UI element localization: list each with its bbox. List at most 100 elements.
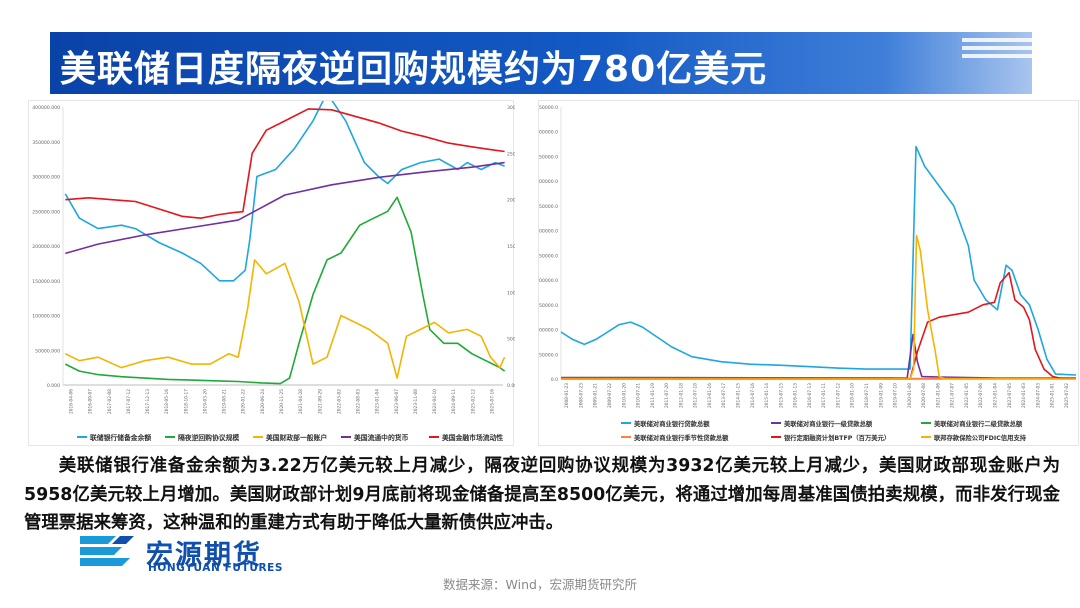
x-tick-label: 2016-09-07 [88, 389, 94, 414]
x-tick-label: 2023-11-08 [413, 389, 419, 414]
x-tick-label: 2017-01-11 [821, 383, 827, 408]
legend-label: 联储银行储备金余额 [90, 433, 151, 442]
x-tick-label: 2017-07-12 [126, 389, 132, 414]
legend-label: 美联储对商业银行二级贷款总额 [934, 419, 1023, 428]
series-line-0 [560, 145, 1077, 376]
x-tick-label: 2020-01-08 [907, 383, 913, 408]
x-tick-label: 2023-07-05 [1007, 383, 1013, 408]
y-right-tick-label: 1500000.000 [507, 244, 515, 250]
x-tick-label: 2021-07-07 [950, 383, 956, 408]
y-left-tick-label: 300000.0 [539, 229, 558, 235]
banner-stripe [962, 54, 1032, 58]
y-left-tick-label: 0.000 [47, 383, 60, 389]
x-tick-label: 2021-09-29 [317, 389, 323, 414]
source-note: 数据来源：Wind，宏源期货研究所 [443, 577, 637, 592]
series-line-1 [64, 196, 506, 385]
x-tick-label: 2022-08-03 [356, 389, 362, 414]
logo-text-en: HONGYUAN FUTURES [148, 562, 284, 574]
x-tick-label: 2024-04-10 [432, 389, 438, 414]
x-tick-label: 2024-01-03 [1021, 383, 1027, 408]
x-tick-label: 2023-01-04 [992, 383, 998, 408]
x-tick-label: 2021-01-06 [935, 383, 941, 408]
x-tick-label: 2008-01-23 [564, 383, 570, 408]
x-tick-label: 2015-07-15 [778, 383, 784, 408]
x-tick-label: 2018-05-16 [164, 389, 170, 414]
x-tick-label: 2017-02-08 [107, 389, 113, 414]
x-tick-label: 2023-01-04 [375, 389, 381, 414]
x-tick-label: 2009-07-22 [607, 383, 613, 408]
page-title: 美联储日度隔夜逆回购规模约为780亿美元 [60, 49, 768, 90]
x-tick-label: 2013-01-16 [707, 383, 713, 408]
x-tick-label: 2017-07-12 [835, 383, 841, 408]
x-tick-label: 2016-07-13 [807, 383, 813, 408]
y-left-tick-label: 100000.000 [32, 314, 60, 320]
y-right-tick-label: 3000000.000 [507, 105, 515, 111]
x-tick-label: 2025-07-16 [489, 389, 495, 414]
y-left-tick-label: 400000.0 [539, 179, 558, 185]
x-tick-label: 2015-01-14 [764, 383, 770, 408]
legend-label: 美国金融市场流动性 [442, 433, 503, 442]
logo-mark-icon [80, 536, 134, 566]
series-line-1 [560, 333, 1076, 379]
x-tick-label: 2009-01-21 [593, 383, 599, 408]
x-tick-label: 2013-07-17 [721, 383, 727, 408]
x-tick-label: 2019-08-21 [222, 389, 228, 414]
y-right-tick-label: 0.000 [507, 383, 515, 389]
y-left-tick-label: 350000.000 [32, 140, 60, 146]
legend-label: 联邦存款保险公司FDIC信用支持 [934, 433, 1027, 442]
y-left-tick-label: 100000.0 [539, 328, 558, 334]
series-line-3 [65, 161, 505, 255]
x-tick-label: 2020-01-22 [241, 389, 247, 414]
y-left-tick-label: 150000.000 [32, 279, 60, 285]
x-tick-label: 2010-07-21 [636, 383, 642, 408]
x-tick-label: 2025-02-12 [470, 389, 476, 414]
y-left-tick-label: 0.0 [551, 377, 558, 383]
series-line-5 [561, 234, 1076, 380]
x-tick-label: 2022-01-05 [964, 383, 970, 408]
x-tick-label: 2020-07-08 [921, 383, 927, 408]
series-line-4 [561, 271, 1076, 380]
legend-label: 银行定期融资计划BTFP（百万美元） [784, 433, 890, 442]
y-left-tick-label: 200000.0 [539, 278, 558, 284]
x-tick-label: 2014-01-15 [735, 383, 741, 408]
x-tick-label: 2024-07-03 [1035, 383, 1041, 408]
series-line-4 [65, 108, 505, 219]
chart-panel-liquidity: 0.000 50000.000 100000.000 150000.000 200000… [28, 92, 538, 446]
y-left-tick-label: 400000.000 [32, 105, 60, 111]
x-tick-label: 2025-01-01 [1050, 383, 1056, 408]
y-left-tick-label: 250000.0 [539, 253, 558, 259]
x-tick-label: 2018-01-10 [850, 383, 856, 408]
y-left-tick-label: 450000.0 [539, 154, 558, 160]
x-tick-label: 2012-01-18 [678, 383, 684, 408]
x-tick-label: 2022-07-06 [978, 383, 984, 408]
legend-label: 美联储对商业银行季节性贷款总额 [634, 433, 729, 442]
legend-label: 美联储对商业银行一级贷款总额 [784, 419, 873, 428]
x-tick-label: 2016-04-06 [69, 389, 75, 414]
logo-text-cn: 宏源期货 [146, 540, 262, 571]
company-logo: 宏源期货 HONGYUAN FUTURES [76, 532, 306, 576]
chart-panel-fed-loans: 0.0 50000.0 100000.0 150000.0 200000.0 250000… [536, 100, 1079, 446]
chart-liquidity-svg: 0.000 50000.000 100000.000 150000.000 200000… [32, 92, 538, 442]
y-left-tick-label: 350000.0 [539, 204, 558, 210]
y-left-tick-label: 300000.000 [32, 175, 60, 181]
title-banner: 美联储日度隔夜逆回购规模约为780亿美元 [50, 32, 1032, 94]
y-left-tick-label: 150000.0 [539, 303, 558, 309]
x-tick-label: 2023-06-07 [394, 389, 400, 414]
y-right-tick-label: 2500000.000 [507, 151, 515, 157]
x-tick-label: 2025-07-02 [1064, 383, 1070, 408]
x-tick-label: 2022-03-02 [336, 389, 342, 414]
x-tick-label: 2019-07-10 [893, 383, 899, 408]
y-right-tick-label: 2000000.000 [507, 198, 515, 204]
y-right-tick-label: 500000.000 [507, 337, 515, 343]
x-tick-label: 2018-07-11 [864, 383, 870, 408]
x-tick-label: 2012-07-18 [693, 383, 699, 408]
x-tick-label: 2011-01-19 [650, 383, 656, 408]
y-left-tick-label: 250000.000 [32, 209, 60, 215]
x-tick-label: 2017-12-13 [145, 389, 151, 414]
series-line-0 [64, 92, 505, 282]
legend-label: 美联储对商业银行贷款总额 [634, 419, 710, 428]
legend-label: 美国财政部一般账户 [266, 433, 327, 442]
x-tick-label: 2020-11-25 [279, 389, 285, 414]
legend-label: 美国流通中的货币 [354, 433, 409, 442]
x-tick-label: 2018-10-17 [183, 389, 189, 414]
